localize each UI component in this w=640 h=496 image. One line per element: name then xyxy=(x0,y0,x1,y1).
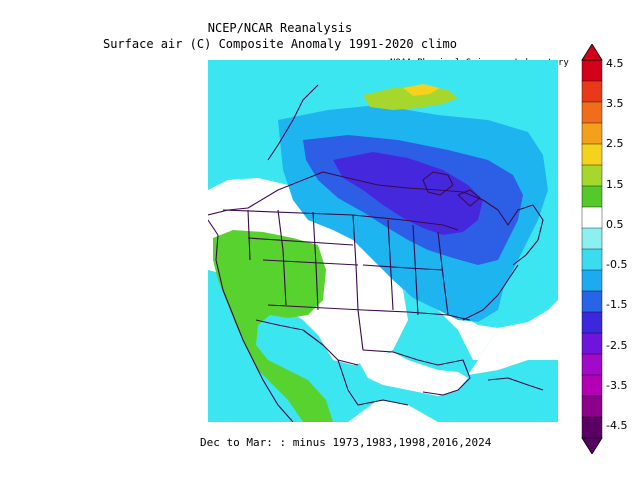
colorbar-tick-label: -3.5 xyxy=(606,378,628,392)
warm-anomaly-north-core xyxy=(403,84,440,96)
colorbar-tick-label: 4.5 xyxy=(606,57,624,70)
colorbar-segment xyxy=(581,395,603,418)
colorbar-segment xyxy=(581,227,603,250)
colorbar-segment xyxy=(581,80,603,103)
colorbar-segment xyxy=(581,206,603,229)
colorbar-segment xyxy=(581,269,603,292)
colorbar-tick-label: -1.5 xyxy=(606,298,628,312)
title-line-1: NCEP/NCAR Reanalysis xyxy=(207,21,353,35)
anomaly-map xyxy=(208,60,558,422)
colorbar-tick-label: 1.5 xyxy=(606,177,624,191)
colorbar-top-arrow xyxy=(581,44,603,61)
colorbar-tick-label: -2.5 xyxy=(606,338,628,352)
colorbar-segment xyxy=(581,143,603,166)
cool-anomaly-core xyxy=(333,152,483,235)
colorbar-segment xyxy=(581,332,603,355)
title-line-2: Surface air (C) Composite Anomaly 1991-2… xyxy=(102,37,457,51)
colorbar-segment xyxy=(581,122,603,145)
colorbar-tick-label: -0.5 xyxy=(606,258,628,272)
boundary-lines xyxy=(208,84,544,422)
colorbar-segment xyxy=(581,59,603,82)
colorbar-tick-label: -4.5 xyxy=(606,419,628,432)
colorbar-segment xyxy=(581,164,603,187)
neutral-south xyxy=(358,352,468,396)
colorbar-tick-label: 3.5 xyxy=(606,97,624,111)
footer-label: Dec to Mar: : minus 1973,1983,1998,2016,… xyxy=(200,436,492,449)
colorbar-segment xyxy=(581,290,603,313)
colorbar-segment xyxy=(581,353,603,376)
colorbar-bottom-arrow xyxy=(581,437,603,454)
warm-anomaly-southwest xyxy=(213,230,333,422)
colorbar-segment xyxy=(581,185,603,208)
neutral-east xyxy=(403,290,498,360)
colorbar-segment xyxy=(581,374,603,397)
colorbar-tick-label: 2.5 xyxy=(606,137,624,151)
colorbar xyxy=(581,44,603,454)
colorbar-segment xyxy=(581,101,603,124)
colorbar-segment xyxy=(581,248,603,271)
colorbar-segment xyxy=(581,416,603,439)
colorbar-tick-label: 0.5 xyxy=(606,217,624,231)
colorbar-segment xyxy=(581,311,603,334)
